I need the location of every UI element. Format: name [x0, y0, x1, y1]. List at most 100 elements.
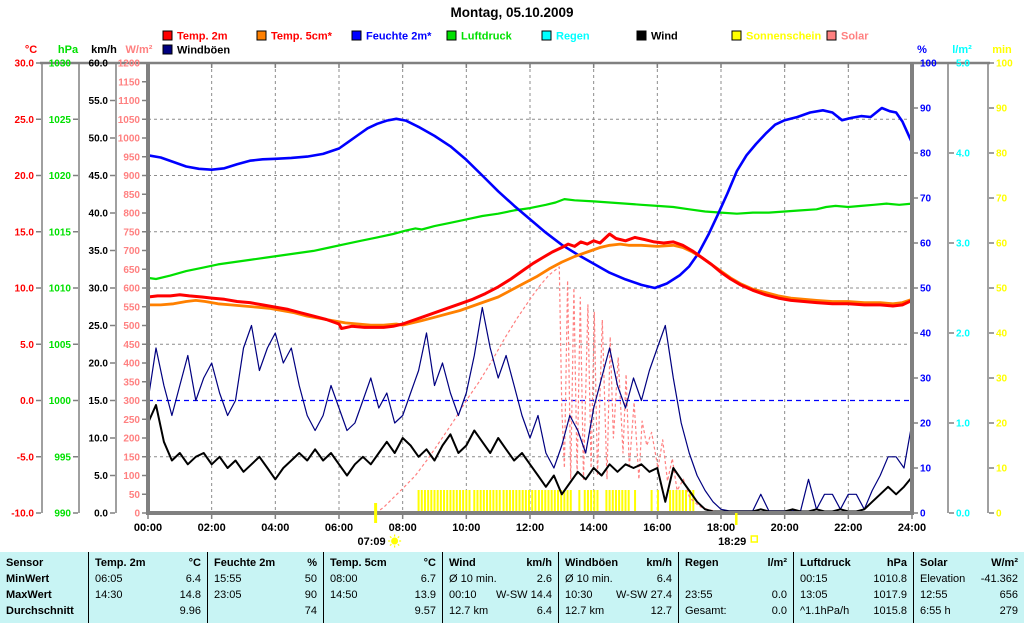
axis-tick-label: 990: [54, 509, 71, 520]
sunshine-bar: [590, 490, 593, 513]
sensor-name: Wind: [449, 557, 476, 569]
sunset-time-label: 18:29: [718, 536, 746, 548]
axis-tick-label: 1100: [118, 96, 140, 107]
table-row-durchschnitt: 12.7 km 12.7: [559, 603, 678, 619]
legend-item-label: Temp. 5cm*: [271, 31, 333, 43]
axis-tick-label: 0.0: [956, 509, 970, 520]
x-axis-label: 04:00: [261, 522, 289, 534]
minwert-time: Ø 10 min.: [449, 573, 497, 585]
minwert-time: 08:00: [330, 573, 358, 585]
sunshine-bar: [675, 490, 678, 513]
minwert-value: 6.7: [420, 573, 436, 585]
axis-tick-label: -5.0: [17, 452, 35, 463]
durchschnitt-value: 12.7: [650, 605, 672, 617]
table-col-4: Wind km/h Ø 10 min. 2.6 00:10 W-SW 14.4 12.7 k…: [442, 552, 558, 623]
sunshine-bar: [433, 490, 436, 513]
axis-tick-label: 30: [920, 374, 932, 385]
sunrise-sun-icon: [388, 534, 402, 548]
axis-title-solar: W/m²: [126, 44, 153, 56]
axis-title-humidity: %: [917, 44, 927, 56]
axis-tick-label: 1025: [49, 115, 72, 126]
axis-tick-label: 0: [996, 509, 1002, 520]
weather-chart: Montag, 05.10.2009 Temp. 2m Temp. 5cm* Feu…: [11, 5, 1013, 548]
maxwert-time: 12:55: [920, 589, 948, 601]
table-col-8: Solar W/m² Elevation -41.362 12:55 656 6:55 h 2…: [913, 552, 1024, 623]
sunshine-bar: [531, 490, 534, 513]
sunshine-bar: [443, 490, 446, 513]
sensor-name: Solar: [920, 557, 948, 569]
axis-tick-label: 0: [920, 509, 926, 520]
table-row-minwert: 00:15 1010.8: [794, 571, 913, 587]
legend-swatch: [351, 30, 362, 41]
axis-tick-label: 3.0: [956, 239, 970, 250]
axis-tick-label: 45.0: [89, 171, 109, 182]
sunshine-bar: [656, 490, 659, 513]
y-axes: °C 30.0 25.0 20.0 15.0 10.0 5.0 0.0 -5.0 -10.0 hPa…: [11, 44, 1013, 520]
table-row-maxwert: 23:05 90: [208, 587, 323, 603]
sunshine-bar: [672, 490, 675, 513]
sunshine-bar: [430, 490, 433, 513]
table-row-durchschnitt: 6:55 h 279: [914, 603, 1024, 619]
sensor-name: Temp. 2m: [95, 557, 146, 569]
table-header-row: Feuchte 2m%: [208, 555, 323, 571]
axis-tick-label: 50.0: [89, 134, 109, 145]
sunshine-bar: [417, 490, 420, 513]
sunshine-bar: [618, 490, 621, 513]
sensor-unit: °C: [188, 557, 201, 569]
axis-tick-label: 250: [123, 415, 140, 426]
table-row-minwert: 15:55 50: [208, 571, 323, 587]
table-row-minwert: Elevation -41.362: [914, 571, 1024, 587]
axis-tick-label: 1015: [49, 227, 72, 238]
sunshine-bar: [455, 490, 458, 513]
minwert-time: 06:05: [95, 573, 123, 585]
maxwert-value: W-SW 27.4: [615, 589, 672, 601]
x-axis-label: 14:00: [580, 522, 608, 534]
axis-tick-label: 10: [920, 464, 932, 475]
durchschnitt-time: 6:55 h: [920, 605, 951, 617]
axis-tick-label: 600: [123, 284, 140, 295]
sunshine-bar: [495, 490, 498, 513]
axis-tick-label: 350: [123, 377, 140, 388]
series-Windböen: [147, 306, 913, 512]
legend-swatch: [826, 30, 837, 41]
sunshine-bar: [650, 490, 653, 513]
sensor-unit: km/h: [646, 557, 672, 569]
sunshine-bar: [427, 490, 430, 513]
durchschnitt-time: 12.7 km: [449, 605, 489, 617]
sunshine-bar: [521, 490, 524, 513]
table-row-label: Sensor: [0, 555, 88, 571]
table-header-row: Luftdruck hPa: [794, 555, 913, 571]
x-axis-label: 18:00: [707, 522, 735, 534]
x-axis-label: 22:00: [834, 522, 862, 534]
axis-tick-label: 15.0: [89, 396, 109, 407]
durchschnitt-value: 9.57: [414, 605, 436, 617]
maxwert-time: 13:05: [800, 589, 828, 601]
axis-tick-label: 0: [134, 509, 140, 520]
minwert-value: 50: [304, 573, 317, 585]
table-row-minwert: [679, 571, 793, 587]
minwert-value: -41.362: [980, 573, 1018, 585]
sunshine-bar: [684, 490, 687, 513]
legend-swatch: [256, 30, 267, 41]
sunshine-bar: [583, 490, 586, 513]
table-col-7: Luftdruck hPa 00:15 1010.8 13:05 1017.9 ^1.1hP…: [793, 552, 913, 623]
sunshine-bar: [446, 490, 449, 513]
axis-tick-label: 25.0: [15, 115, 35, 126]
sunshine-bar: [439, 490, 442, 513]
sunshine-bar: [624, 490, 627, 513]
sensor-unit: %: [307, 557, 317, 569]
sunshine-bar: [621, 490, 624, 513]
table-row-maxwert: 14:30 14.8: [89, 587, 207, 603]
maxwert-time: 23:55: [685, 589, 713, 601]
legend-item-label: Temp. 2m: [177, 31, 228, 43]
axis-tick-label: 80: [920, 149, 932, 160]
axis-tick-label: 30.0: [15, 59, 35, 70]
sunshine-bar: [563, 490, 566, 513]
durchschnitt-value: 0.0: [771, 605, 787, 617]
sensor-unit: °C: [423, 557, 436, 569]
sunshine-bar: [541, 490, 544, 513]
axis-title-pressure: hPa: [58, 44, 79, 56]
legend-swatch: [541, 30, 552, 41]
axis-title-windspeed: km/h: [91, 44, 117, 56]
